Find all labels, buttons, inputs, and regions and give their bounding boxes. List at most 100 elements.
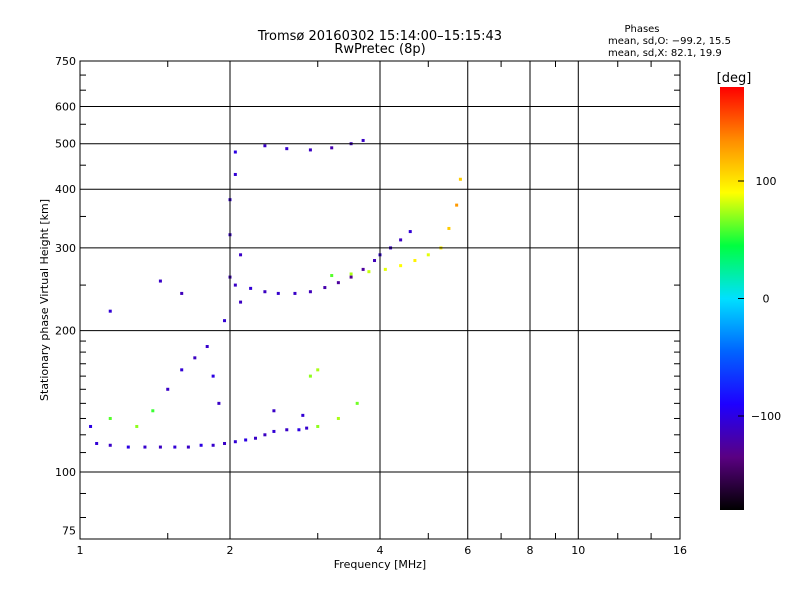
y-tick-label: 100 [55,466,76,479]
x-tick-label: 10 [571,544,585,557]
data-point [89,424,93,428]
data-point [323,286,327,290]
data-point [399,264,403,268]
data-point [180,368,184,372]
data-point [239,253,243,257]
data-point [263,433,267,437]
data-point [244,438,248,442]
data-point [330,274,334,278]
data-point [308,290,312,294]
data-point [151,409,155,413]
data-point [297,428,301,432]
x-tick-label: 6 [464,544,471,557]
trace-group [330,177,462,278]
data-point [285,428,289,432]
x-tick-label: 2 [227,544,234,557]
data-point [108,443,112,447]
y-tick-label: 75 [62,525,76,538]
data-point [399,238,403,242]
data-point [272,409,276,413]
trace-group [95,426,309,449]
y-tick-label: 300 [55,242,76,255]
trace-group [233,230,412,295]
data-point [355,401,359,405]
x-tick-labels: 1 2 4 6 8 10 16 [77,544,688,557]
colorbar-tick-label: 0 [763,293,770,306]
y-tick-label: 500 [55,138,76,151]
data-point [180,291,184,295]
x-tick-label: 1 [77,544,84,557]
data-point [217,401,221,405]
data-point [349,272,353,276]
x-tick-label: 16 [673,544,687,557]
data-point [193,356,197,360]
y-tick-labels: 75 100 200 300 400 500 600 750 [55,55,76,538]
data-point [408,230,412,234]
data-point [373,259,377,263]
trace-group [272,368,359,428]
data-point [158,279,162,283]
data-point [263,144,267,148]
data-point [233,283,237,287]
data-point [458,177,462,181]
chart-title: Tromsø 20160302 15:14:00–15:15:43 [257,29,502,44]
data-point [308,148,312,152]
y-tick-label: 600 [55,101,76,114]
data-point [186,445,190,449]
data-point [166,387,170,391]
phase-stats-x: mean, sd,X: 82.1, 19.9 [608,48,722,59]
data-point [223,319,227,323]
data-point [239,300,243,304]
trace-group [263,138,365,152]
data-point [199,443,203,447]
y-tick-label: 750 [55,55,76,68]
x-axis-label: Frequency [MHz] [334,558,426,571]
data-point [143,445,147,449]
data-point [413,259,417,263]
data-point [158,445,162,449]
data-point [426,253,430,257]
data-point [95,441,99,445]
y-axis-label: Stationary phase Virtual Height [km] [38,199,51,401]
data-point [293,291,297,295]
chart-subtitle: RwPretec (8p) [334,42,425,57]
data-point [383,267,387,271]
data-point [223,441,227,445]
data-point [173,445,177,449]
data-point [135,424,139,428]
trace-group [89,150,243,428]
data-point [330,146,334,150]
colorbar-label: [deg] [717,71,752,86]
y-tick-label: 400 [55,183,76,196]
data-point [305,426,309,430]
data-point [272,429,276,433]
colorbar-tick-label: −100 [751,410,781,423]
data-point [455,203,459,207]
colorbar-ticks: 100 0 −100 [738,175,781,423]
data-point [108,416,112,420]
data-point [308,374,312,378]
data-point [253,436,257,440]
data-point [233,440,237,444]
data-points [89,138,462,449]
data-point [285,147,289,151]
phase-stats-o: mean, sd,O: −99.2, 15.5 [608,36,731,47]
data-point [336,416,340,420]
data-point [447,226,451,230]
y-tick-label: 200 [55,325,76,338]
data-point [316,424,320,428]
grid [80,61,680,539]
data-point [126,445,130,449]
colorbar-tick-label: 100 [756,175,777,188]
data-point [233,172,237,176]
data-point [233,150,237,154]
data-point [108,309,112,313]
data-point [349,275,353,279]
data-point [263,290,267,294]
data-point [367,270,371,274]
data-point [361,267,365,271]
x-tick-label: 4 [377,544,384,557]
data-point [361,138,365,142]
data-point [276,291,280,295]
